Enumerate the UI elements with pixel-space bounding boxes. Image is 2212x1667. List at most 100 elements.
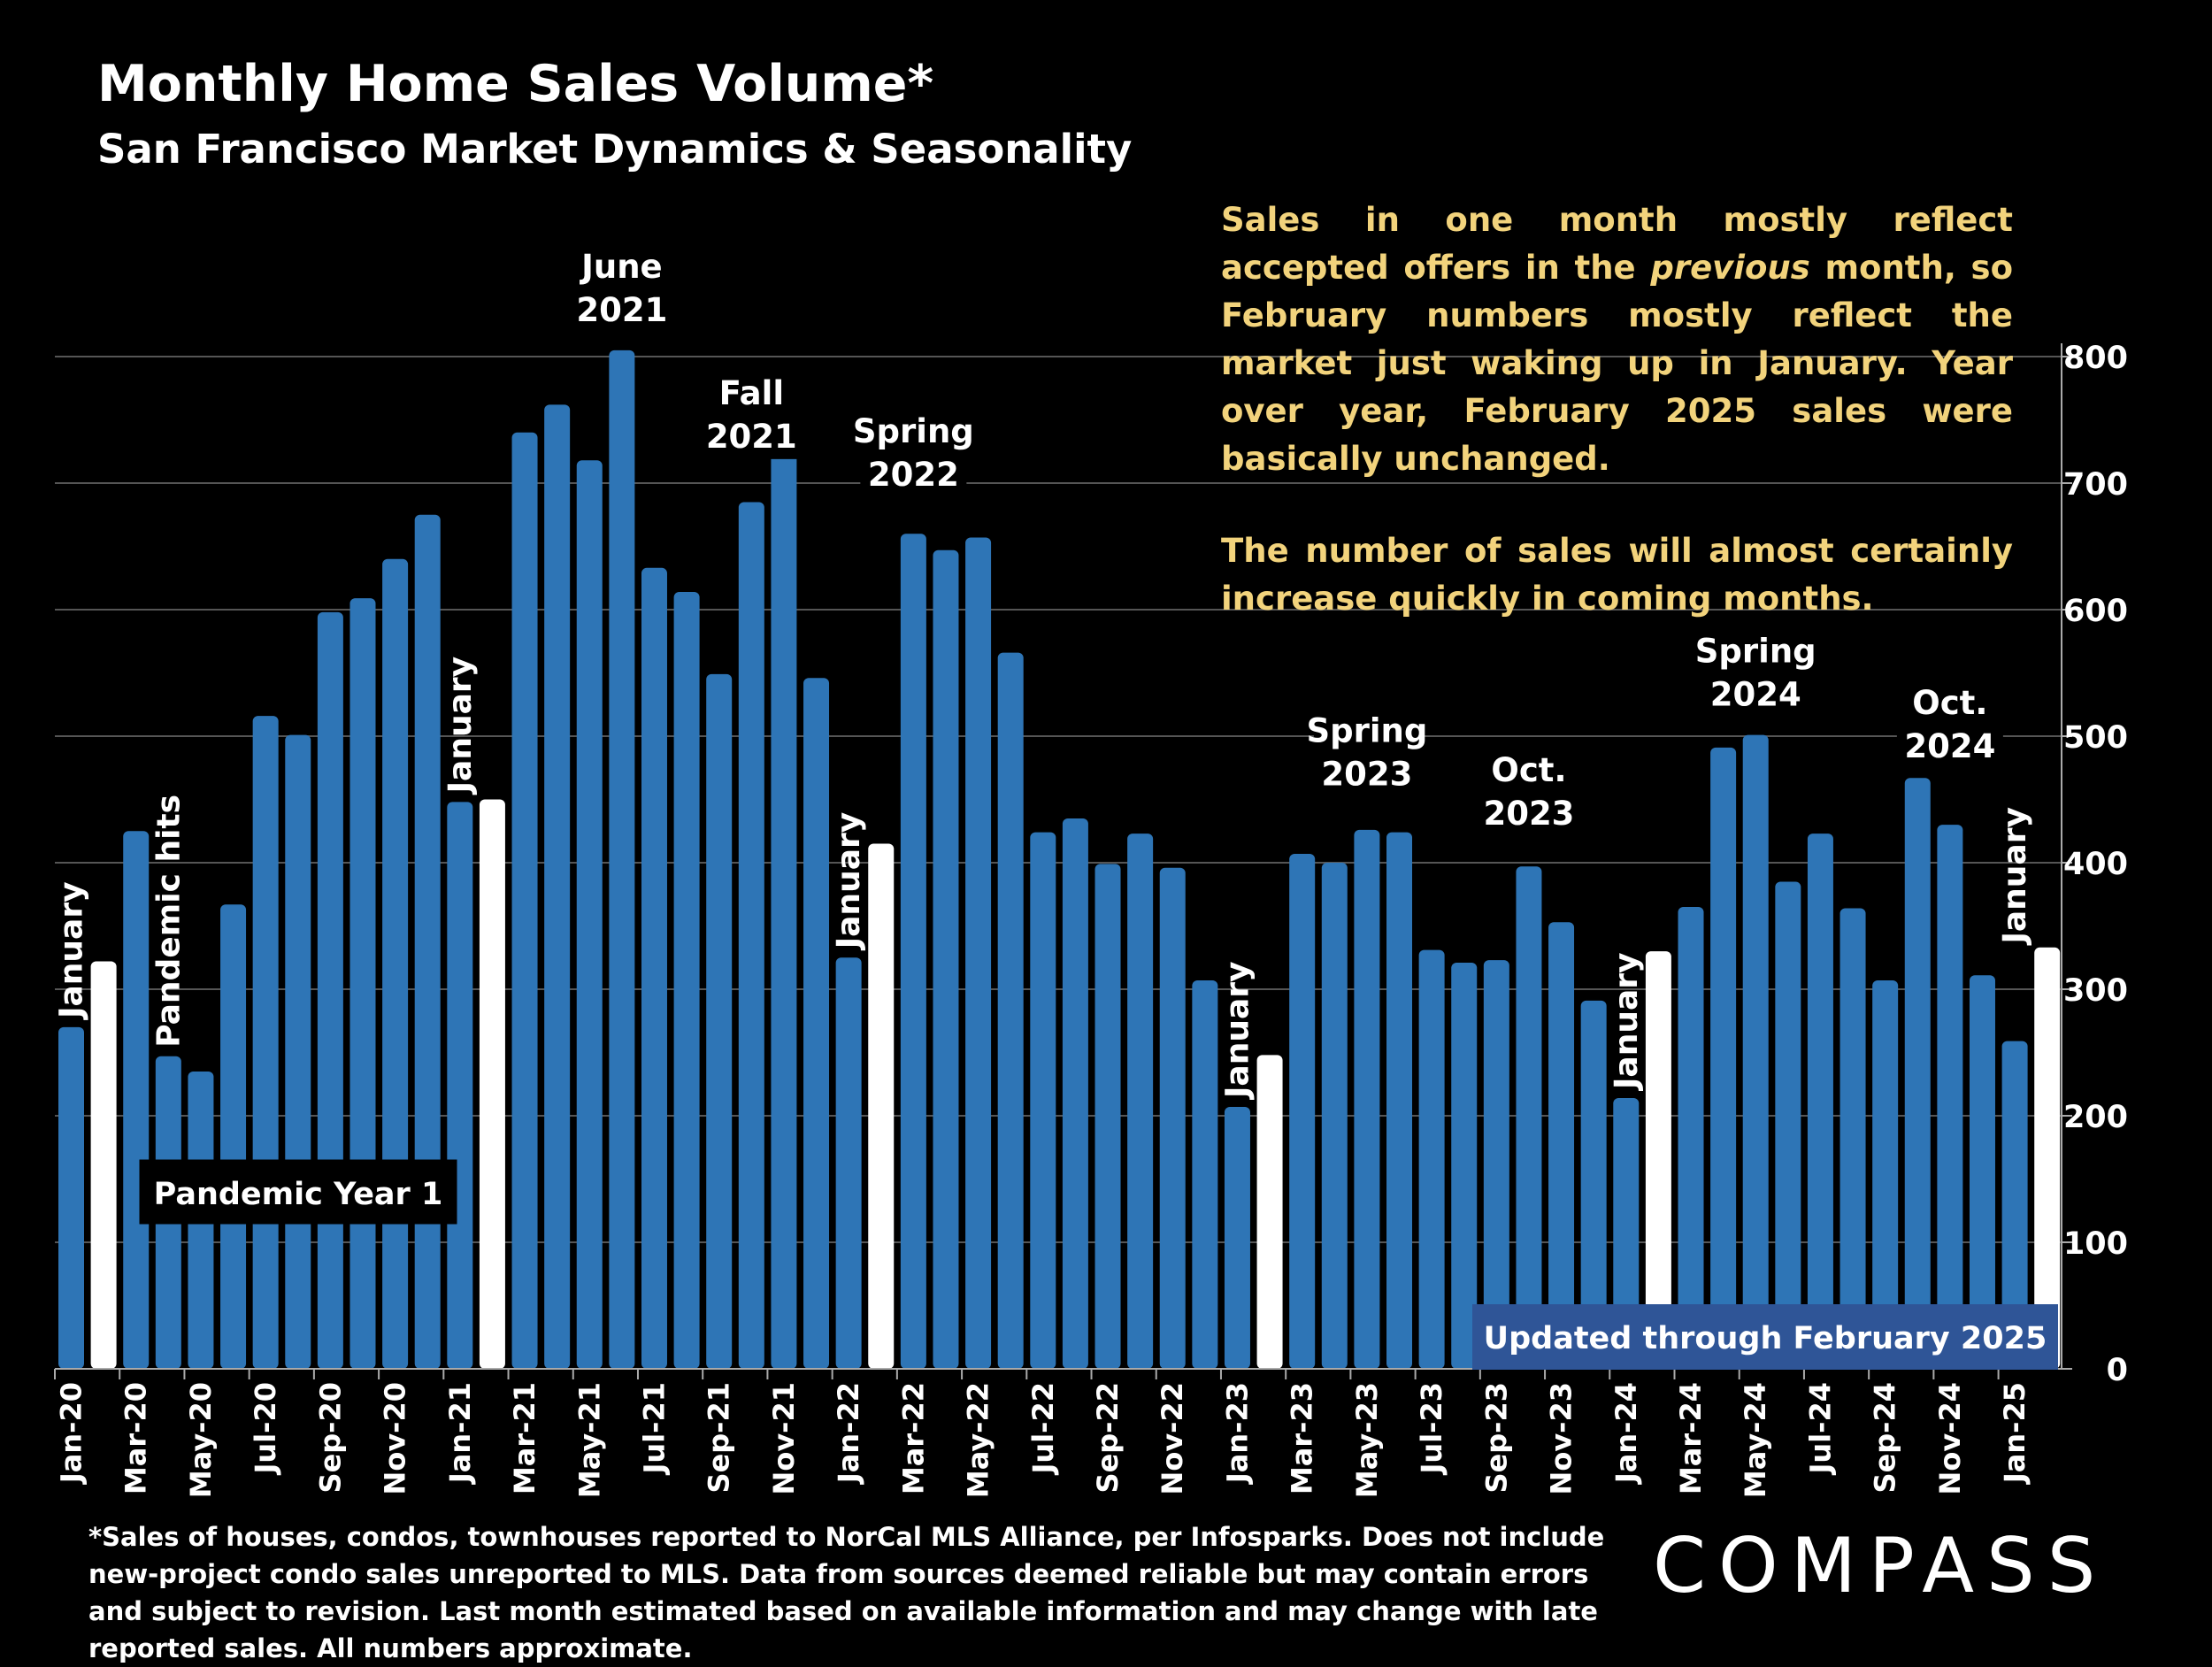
x-tick-label: Nov-20 [379, 1382, 412, 1494]
callout-line-2: 2022 [868, 456, 959, 494]
y-tick-label: 300 [2063, 973, 2128, 1009]
bar [1354, 829, 1380, 1369]
bar [58, 1026, 84, 1369]
bar [1094, 864, 1121, 1369]
x-tick-label: Sep-22 [1091, 1382, 1125, 1493]
callout-line-1: June [579, 248, 663, 286]
callout-line-1: Spring [1306, 712, 1427, 750]
x-tick-label: Nov-22 [1156, 1382, 1189, 1494]
bar [997, 652, 1024, 1369]
january-label: January [1219, 962, 1256, 1101]
bar [1580, 1000, 1607, 1369]
january-label: January [831, 812, 867, 951]
callout-spring-2024: Spring 2024 [1695, 628, 1816, 718]
bars [58, 350, 2061, 1370]
annotations: January January January January January Janua… [54, 243, 2058, 1370]
bar [1418, 949, 1445, 1369]
note-paragraph-1: Sales in one month mostly reflect accept… [1221, 201, 2014, 478]
pandemic-hits-label: Pandemic hits [150, 795, 187, 1048]
x-tick-label: Mar-23 [1286, 1382, 1319, 1494]
pandemic-year-box: Pandemic Year 1 [139, 1159, 457, 1225]
callout-spring-2023: Spring 2023 [1306, 708, 1427, 797]
callout-line-1: Oct. [1491, 751, 1566, 789]
chart-title: Monthly Home Sales Volume* [97, 55, 934, 113]
x-tick-label: Mar-21 [508, 1382, 541, 1494]
bar-highlight [90, 961, 117, 1369]
x-tick-label: Jan-24 [1609, 1382, 1643, 1485]
x-tick-label: Jan-21 [443, 1382, 477, 1485]
bar [673, 591, 700, 1369]
callout-line-2: 2021 [706, 418, 797, 456]
bar [576, 460, 603, 1369]
bar [447, 802, 473, 1369]
pandemic-year-bg [139, 1159, 457, 1225]
x-tick-label: Sep-24 [1869, 1382, 1902, 1493]
bar [1548, 922, 1575, 1369]
callout-line-2: 2023 [1483, 795, 1574, 833]
callout-oct-2023: Oct. 2023 [1475, 747, 1582, 836]
bar-highlight [479, 799, 505, 1369]
callout-line-1: Oct. [1912, 684, 1987, 722]
bar [511, 432, 538, 1369]
bar [609, 350, 635, 1370]
bar [252, 716, 279, 1369]
x-tick-label: Sep-20 [313, 1382, 347, 1493]
updated-box: Updated through February 2025 [1472, 1304, 2058, 1370]
y-tick-label: 100 [2063, 1226, 2128, 1262]
bar [1807, 834, 1833, 1369]
bar [382, 558, 409, 1369]
january-label: January [1609, 953, 1645, 1092]
x-tick-label: Jul-22 [1026, 1382, 1060, 1475]
bar [706, 673, 733, 1369]
bar [1451, 962, 1478, 1369]
commentary-note: Sales in one month mostly reflect accept… [1221, 196, 2013, 667]
bar [1289, 853, 1316, 1369]
y-tick-label: 0 [2107, 1353, 2128, 1388]
x-tick-label: Nov-23 [1545, 1382, 1578, 1494]
bar [1904, 778, 1931, 1369]
callout-line-1: Spring [1695, 633, 1816, 671]
bar [1062, 818, 1088, 1369]
footnote: *Sales of houses, condos, townhouses rep… [88, 1522, 1605, 1663]
callout-bg [568, 243, 675, 333]
callout-line-1: Spring [853, 412, 974, 450]
callout-line-2: 2021 [576, 291, 667, 329]
bar [1742, 734, 1769, 1369]
y-tick-label: 400 [2063, 847, 2128, 882]
x-tick-label: Jan-22 [832, 1382, 865, 1485]
callout-bg [860, 408, 967, 497]
x-tick-label: Jul-24 [1803, 1382, 1837, 1475]
callout-spring-2022: Spring 2022 [853, 408, 974, 497]
x-tick-label: May-22 [962, 1382, 995, 1498]
x-tick-label: Mar-24 [1674, 1382, 1708, 1494]
x-tick-label: Jan-23 [1220, 1382, 1254, 1485]
callout-bg [1702, 628, 1809, 718]
callout-line-1: Fall [719, 374, 784, 412]
january-label: January [1997, 807, 2033, 946]
x-tick-label: Sep-21 [703, 1382, 736, 1493]
bar [738, 502, 764, 1369]
y-tick-label: 200 [2063, 1100, 2128, 1135]
bar [1613, 1097, 1640, 1369]
bar [1872, 979, 1899, 1369]
bar [1775, 881, 1801, 1369]
bar [1483, 960, 1509, 1369]
x-tick-label: May-20 [184, 1382, 218, 1498]
x-tick-label: Nov-21 [767, 1382, 801, 1494]
x-tick-label: May-21 [572, 1382, 606, 1498]
bar [803, 678, 830, 1369]
x-tick-label: Jan-20 [55, 1382, 88, 1485]
bar [1159, 867, 1186, 1369]
bar [1030, 832, 1056, 1369]
bar [1969, 975, 1995, 1369]
x-tick-label: Jan-25 [1998, 1382, 2032, 1485]
callout-line-2: 2023 [1321, 756, 1412, 794]
bar [771, 449, 797, 1369]
updated-bg [1472, 1304, 2058, 1370]
note-emphasis: previous [1650, 249, 1810, 287]
bar [1127, 834, 1154, 1369]
callout-june-2021: June 2021 [568, 243, 675, 333]
bar [544, 404, 571, 1370]
note-paragraph-2: The number of sales will almost certainl… [1221, 532, 2013, 618]
